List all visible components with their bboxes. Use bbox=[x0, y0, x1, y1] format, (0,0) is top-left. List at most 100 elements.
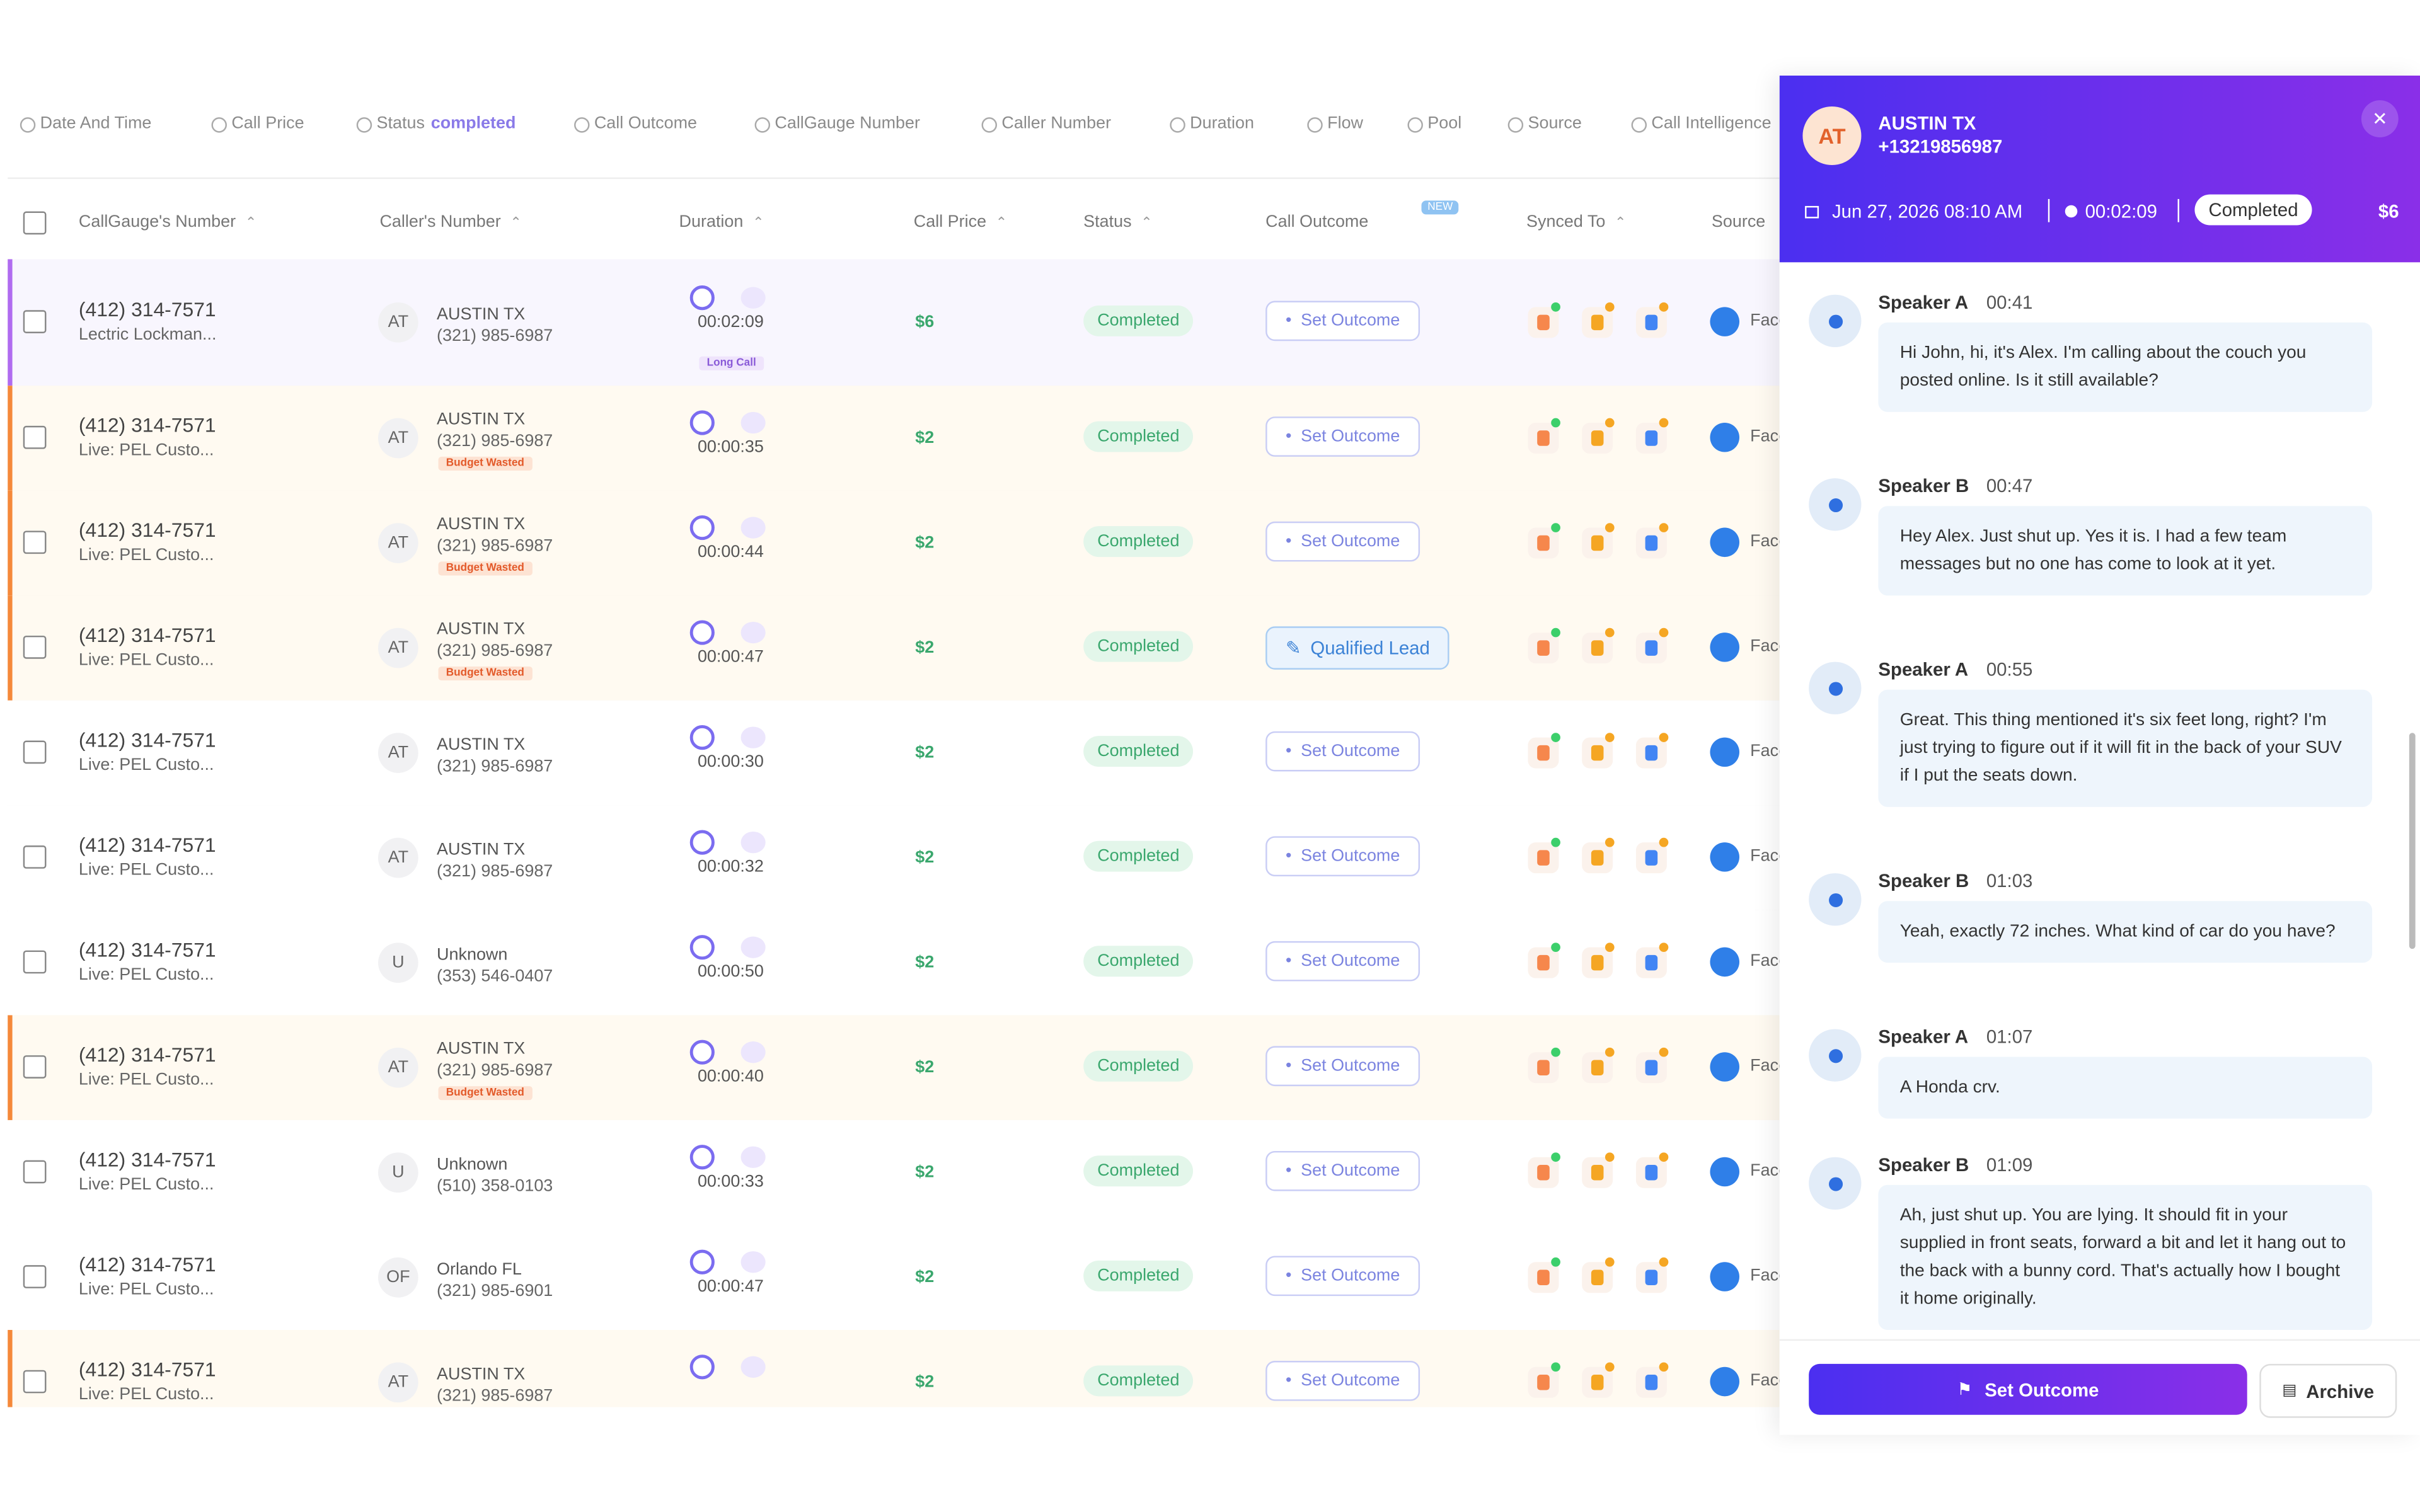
play-button[interactable] bbox=[689, 410, 715, 435]
table-row[interactable]: (412) 314-7571 Live: PEL Custo... AT AUSTIN… bbox=[8, 490, 1780, 597]
outcome-button[interactable]: • Set Outcome bbox=[1265, 301, 1420, 341]
waveform-button[interactable] bbox=[740, 621, 766, 644]
close-button[interactable]: ✕ bbox=[2361, 100, 2399, 137]
column-header[interactable]: Caller's Number ⌃ bbox=[379, 212, 522, 232]
filter-chip[interactable]: Call Price bbox=[211, 114, 304, 133]
column-header[interactable]: Source bbox=[1711, 212, 1766, 232]
waveform-button[interactable] bbox=[740, 287, 766, 309]
column-header[interactable]: Duration ⌃ bbox=[679, 212, 764, 232]
waveform-button[interactable] bbox=[740, 1251, 766, 1273]
price: $2 bbox=[915, 1373, 935, 1392]
outcome-button[interactable]: ✎ Qualified Lead bbox=[1265, 626, 1450, 670]
play-button[interactable] bbox=[689, 285, 715, 311]
checkbox[interactable] bbox=[23, 211, 47, 235]
checkbox[interactable] bbox=[23, 1160, 47, 1184]
filter-chip[interactable]: Pool bbox=[1407, 114, 1461, 133]
filter-chip[interactable]: Duration bbox=[1170, 114, 1254, 133]
sync-glyph bbox=[1537, 1164, 1550, 1181]
table-row[interactable]: (412) 314-7571 Live: PEL Custo... AT AUSTIN… bbox=[8, 1015, 1780, 1122]
outcome-button[interactable]: • Set Outcome bbox=[1265, 941, 1420, 982]
source: Facebook bbox=[1750, 1162, 1780, 1181]
outcome-button[interactable]: • Set Outcome bbox=[1265, 521, 1420, 562]
waveform-button[interactable] bbox=[740, 517, 766, 539]
checkbox[interactable] bbox=[23, 950, 47, 974]
filter-chip[interactable]: Source bbox=[1507, 114, 1582, 133]
table-row[interactable]: (412) 314-7571 Live: PEL Custo... AT AUSTIN… bbox=[8, 1330, 1780, 1407]
checkbox[interactable] bbox=[23, 1370, 47, 1394]
outcome-icon: • bbox=[1286, 1057, 1292, 1075]
outcome-label: Set Outcome bbox=[1301, 427, 1400, 446]
filter-chip[interactable]: CallGauge Number bbox=[754, 114, 920, 133]
table-row[interactable]: (412) 314-7571 Live: PEL Custo... AT AUSTIN… bbox=[8, 700, 1780, 807]
waveform-button[interactable] bbox=[740, 726, 766, 748]
waveform-button[interactable] bbox=[740, 832, 766, 854]
outcome-button[interactable]: • Set Outcome bbox=[1265, 416, 1420, 457]
table-row[interactable]: (412) 314-7571 Live: PEL Custo... U Unknown… bbox=[8, 1120, 1780, 1227]
play-button[interactable] bbox=[689, 1145, 715, 1170]
filter-chip[interactable]: Date And Time bbox=[20, 114, 151, 133]
campaign: Live: PEL Custo... bbox=[78, 1176, 214, 1194]
waveform-button[interactable] bbox=[740, 1041, 766, 1063]
table-row[interactable]: (412) 314-7571 Live: PEL Custo... OF Orland… bbox=[8, 1225, 1780, 1332]
checkbox[interactable] bbox=[23, 635, 47, 659]
sync-dot bbox=[1551, 627, 1560, 638]
outcome-button[interactable]: • Set Outcome bbox=[1265, 1361, 1420, 1401]
filter-chip[interactable]: Call Intelligence bbox=[1631, 114, 1772, 133]
play-button[interactable] bbox=[689, 620, 715, 645]
table-row[interactable]: (412) 314-7571 Live: PEL Custo... U Unknown… bbox=[8, 910, 1780, 1017]
status: Completed bbox=[1083, 421, 1194, 452]
sync-glyph bbox=[1645, 1269, 1658, 1286]
sync-glyph bbox=[1645, 314, 1658, 331]
checkbox[interactable] bbox=[23, 530, 47, 554]
sync-icon bbox=[1528, 837, 1560, 874]
checkbox[interactable] bbox=[23, 740, 47, 764]
outcome-button[interactable]: • Set Outcome bbox=[1265, 731, 1420, 772]
source: Facebook bbox=[1750, 1372, 1780, 1390]
play-button[interactable] bbox=[689, 1040, 715, 1065]
column-header[interactable]: Call Outcome bbox=[1265, 212, 1369, 232]
timestamp: 01:03 bbox=[1986, 870, 2033, 892]
outcome-button[interactable]: • Set Outcome bbox=[1265, 1256, 1420, 1297]
waveform-button[interactable] bbox=[740, 1356, 766, 1378]
column-header[interactable]: Status ⌃ bbox=[1083, 212, 1153, 232]
column-header[interactable]: Call Price ⌃ bbox=[913, 212, 1008, 232]
table-row[interactable]: (412) 314-7571 Live: PEL Custo... AT AUSTIN… bbox=[8, 805, 1780, 912]
column-header[interactable]: CallGauge's Number ⌃ bbox=[78, 212, 257, 232]
waveform-button[interactable] bbox=[740, 1146, 766, 1168]
play-button[interactable] bbox=[689, 1249, 715, 1274]
column-header[interactable]: Synced To ⌃ bbox=[1526, 212, 1627, 232]
outcome-icon: • bbox=[1286, 847, 1292, 866]
filter-chip[interactable]: Call Outcome bbox=[574, 114, 697, 133]
duration: 00:00:44 bbox=[697, 543, 764, 562]
checkbox[interactable] bbox=[23, 310, 47, 333]
price: $2 bbox=[915, 428, 935, 448]
play-button[interactable] bbox=[689, 725, 715, 750]
caller-avatar: AT bbox=[378, 1362, 418, 1403]
caller-phone: (510) 358-0103 bbox=[437, 1177, 553, 1196]
table-row[interactable]: (412) 314-7571 Live: PEL Custo... AT AUSTIN… bbox=[8, 595, 1780, 702]
outcome-button[interactable]: • Set Outcome bbox=[1265, 1150, 1420, 1191]
checkbox[interactable] bbox=[23, 845, 47, 869]
checkbox[interactable] bbox=[23, 1265, 47, 1288]
speaker: Speaker B bbox=[1878, 1154, 1969, 1176]
checkbox[interactable] bbox=[23, 1055, 47, 1079]
play-button[interactable] bbox=[689, 935, 715, 960]
table-row[interactable]: (412) 314-7571 Lectric Lockman... AT AUSTIN… bbox=[8, 259, 1780, 387]
row-accent bbox=[8, 595, 13, 701]
waveform-button[interactable] bbox=[740, 411, 766, 434]
play-button[interactable] bbox=[689, 830, 715, 855]
checkbox[interactable] bbox=[23, 425, 47, 449]
set-outcome-button[interactable]: ⚑ Set Outcome bbox=[1809, 1363, 2247, 1415]
waveform-button[interactable] bbox=[740, 936, 766, 958]
archive-button[interactable]: ▤ Archive bbox=[2259, 1363, 2397, 1418]
filter-chip[interactable]: Flow bbox=[1307, 114, 1363, 133]
speaker-icon bbox=[1809, 662, 1862, 714]
filter-chip[interactable]: Status completed bbox=[356, 114, 516, 133]
play-button[interactable] bbox=[689, 515, 715, 541]
play-button[interactable] bbox=[689, 1354, 715, 1380]
table-row[interactable]: (412) 314-7571 Live: PEL Custo... AT AUSTIN… bbox=[8, 386, 1780, 493]
filter-chip[interactable]: Caller Number bbox=[981, 114, 1111, 133]
source-icon bbox=[1710, 1052, 1740, 1082]
outcome-button[interactable]: • Set Outcome bbox=[1265, 836, 1420, 877]
outcome-button[interactable]: • Set Outcome bbox=[1265, 1046, 1420, 1087]
